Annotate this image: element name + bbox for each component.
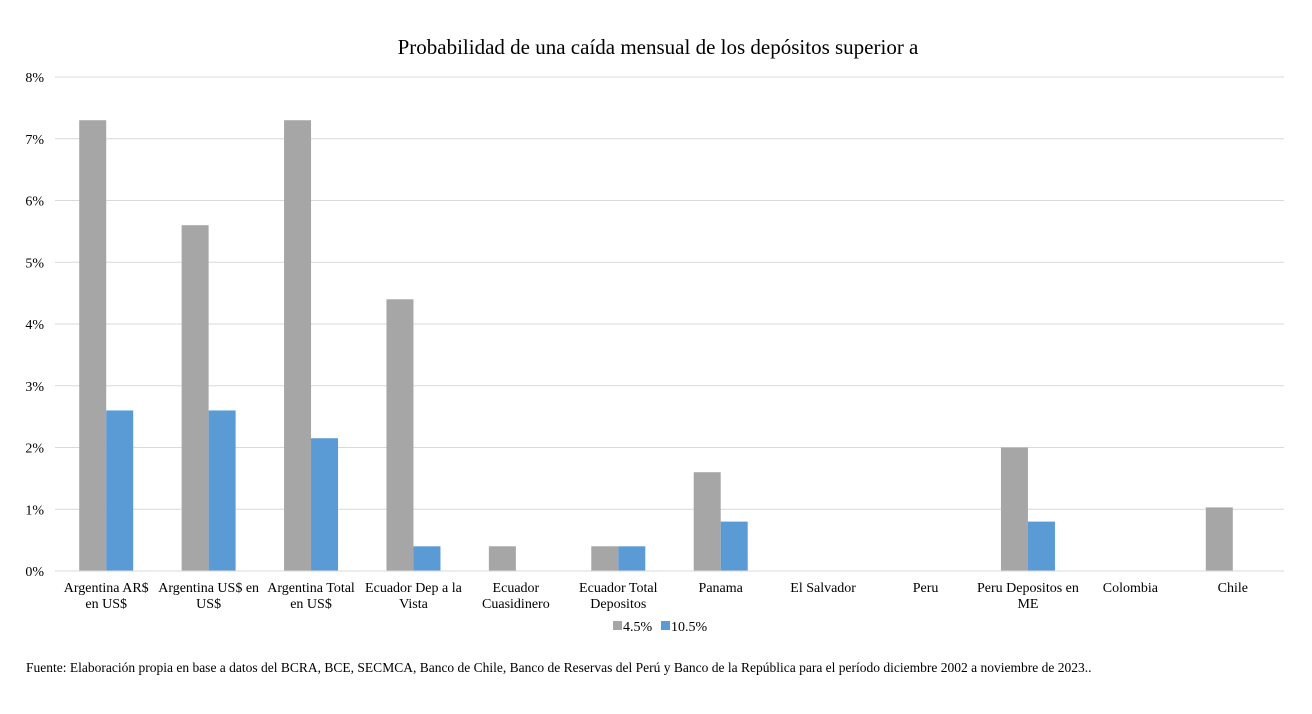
source-note: Fuente: Elaboración propia en base a dat…	[26, 660, 1092, 675]
y-tick-label: 6%	[25, 195, 44, 210]
y-tick-label: 1%	[25, 503, 44, 518]
bar-4-5	[1205, 507, 1233, 571]
legend: 4.5% 10.5%	[613, 620, 708, 635]
chart-title: Probabilidad de una caída mensual de los…	[398, 35, 919, 59]
y-tick-label: 5%	[25, 256, 44, 271]
legend-swatch	[613, 621, 622, 630]
legend-swatch	[661, 621, 670, 630]
y-tick-label: 2%	[25, 442, 44, 457]
bar-10-5	[106, 410, 134, 571]
bar-4-5	[284, 120, 312, 571]
y-tick-label: 8%	[25, 71, 44, 86]
legend-item: 4.5%	[613, 620, 653, 635]
x-category-label: Argentina Total en US$	[267, 581, 355, 612]
x-category-label: Argentina US$ en US$	[158, 581, 259, 612]
x-category-label: El Salvador	[790, 581, 856, 596]
bar-10-5	[618, 546, 646, 571]
bars	[79, 120, 1233, 571]
bar-4-5	[488, 546, 516, 571]
bar-4-5	[591, 546, 619, 571]
x-category-label: Chile	[1218, 581, 1248, 596]
x-category-label: Panama	[699, 581, 744, 596]
y-axis-ticks: 0% 1% 2% 3% 4% 5% 6% 7% 8%	[25, 71, 44, 580]
category-labels: Argentina AR$ en US$ Argentina US$ en US$ Ar…	[64, 581, 1248, 612]
x-category-label: Peru Depositos en ME	[977, 581, 1079, 612]
bar-4-5	[693, 472, 721, 571]
bar-10-5	[311, 438, 339, 571]
x-category-label: Ecuador Dep a la Vista	[365, 581, 463, 612]
x-category-label: Ecuador Cuasidinero	[482, 581, 550, 612]
x-category-label: Ecuador Total Depositos	[579, 581, 658, 612]
y-tick-label: 3%	[25, 380, 44, 395]
y-tick-label: 4%	[25, 318, 44, 333]
bar-4-5	[386, 299, 414, 571]
y-tick-label: 0%	[25, 565, 44, 580]
gridlines	[55, 76, 1284, 510]
bar-10-5	[413, 546, 441, 571]
bar-4-5	[79, 120, 107, 571]
bar-4-5	[1000, 447, 1028, 571]
legend-item: 10.5%	[661, 620, 708, 635]
bar-10-5	[1027, 521, 1055, 571]
bar-4-5	[181, 225, 209, 571]
legend-label: 4.5%	[623, 620, 653, 635]
bar-10-5	[208, 410, 236, 571]
x-category-label: Colombia	[1103, 581, 1159, 596]
x-category-label: Peru	[913, 581, 939, 596]
y-tick-label: 7%	[25, 133, 44, 148]
bar-10-5	[720, 521, 748, 571]
legend-label: 10.5%	[671, 620, 708, 635]
x-category-label: Argentina AR$ en US$	[64, 581, 149, 612]
